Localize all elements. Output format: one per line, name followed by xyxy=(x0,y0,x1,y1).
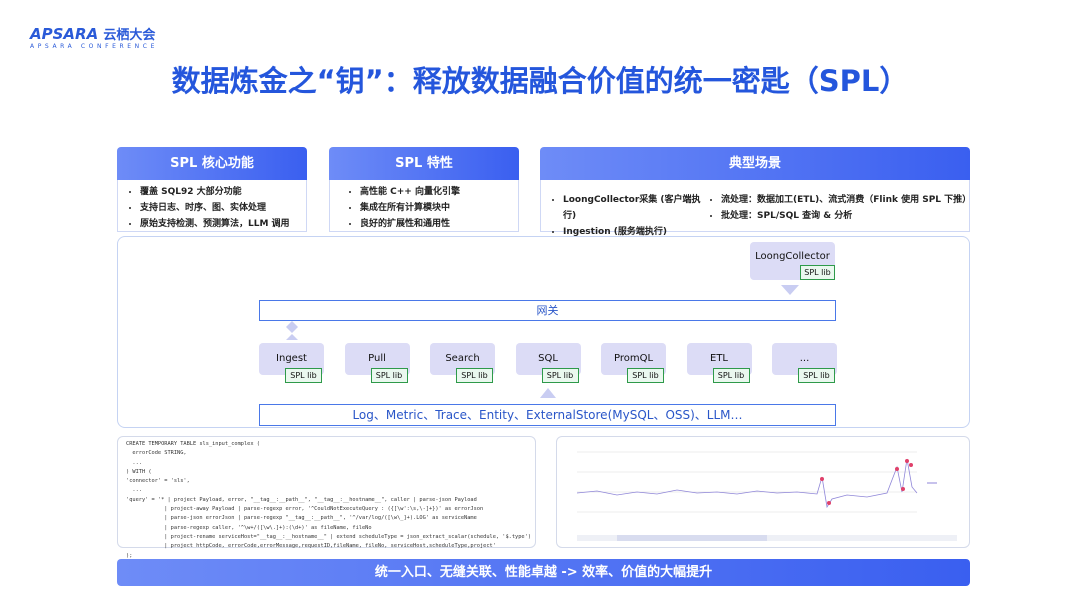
panel-title: SPL 核心功能 xyxy=(117,147,307,180)
bullet: LoongCollector采集 (客户端执行) xyxy=(563,192,711,224)
spl-lib: SPL lib xyxy=(627,368,664,383)
code-line: | project httpCode, errorCode,errorMessa… xyxy=(126,543,496,550)
spl-lib: SPL lib xyxy=(456,368,493,383)
bullet: 原始支持检测、预测算法，LLM 调用 xyxy=(140,216,306,232)
logo: APSARA 云栖大会 xyxy=(30,24,155,43)
sources-bar: Log、Metric、Trace、Entity、ExternalStore(My… xyxy=(259,404,836,426)
logo-text: APSARA xyxy=(30,25,99,43)
bullet: 良好的扩展性和通用性 xyxy=(360,216,518,232)
logo-sub: APSARA CONFERENCE xyxy=(30,43,158,50)
spl-lib: SPL lib xyxy=(798,368,835,383)
spl-lib: SPL lib xyxy=(541,368,579,383)
code-block: CREATE TEMPORARY TABLE sls_input_complex… xyxy=(126,440,531,561)
code-line: 'connector' = 'sls', xyxy=(126,478,190,485)
spl-lib: SPL lib xyxy=(370,368,408,383)
code-line: ); xyxy=(126,552,133,559)
code-line: 'query' = '* | project Payload, error, "… xyxy=(126,496,477,503)
bullet: 高性能 C++ 向量化引擎 xyxy=(360,184,518,200)
gateway-bar: 网关 xyxy=(259,300,836,321)
panel-body: 覆盖 SQL92 大部分功能支持日志、时序、图、实体处理原始支持检测、预测算法，… xyxy=(117,180,307,232)
bullet: 集成在所有计算模块中 xyxy=(360,200,518,216)
chart-image xyxy=(576,451,957,541)
arrow xyxy=(286,334,298,340)
code-line: CREATE TEMPORARY TABLE sls_input_complex… xyxy=(126,441,260,447)
bullet: 批处理：SPL/SQL 查询 & 分析 xyxy=(721,208,971,224)
panel-body: LoongCollector采集 (客户端执行)Ingestion (服务端执行… xyxy=(540,180,971,237)
bullet: Ingestion (服务端执行) xyxy=(563,224,711,240)
code-line: ... xyxy=(126,459,142,466)
collector-box: LoongCollector xyxy=(750,242,835,280)
arrow xyxy=(540,388,556,398)
code-line: ... xyxy=(126,487,142,494)
code-line: | parse-regexp caller, '^\w+/([\w\.]+):(… xyxy=(126,524,372,531)
code-line: | project-rename serviceHost="__tag__:__… xyxy=(126,533,532,540)
code-line: | project-away Payload | parse-regexp er… xyxy=(126,506,484,513)
bullet: 流处理：数据加工(ETL)、流式消费（Flink 使用 SPL 下推） xyxy=(721,192,971,208)
chart-screenshot xyxy=(556,436,970,548)
logo-cn: 云栖大会 xyxy=(103,28,156,43)
code-line: | parse-json errorJson | parse-regexp "_… xyxy=(126,515,477,522)
code-line: errorCode STRING, xyxy=(126,450,187,457)
spl-lib: SPL lib xyxy=(800,265,835,280)
code-line: ) WITH ( xyxy=(126,468,152,475)
code-panel: CREATE TEMPORARY TABLE sls_input_complex… xyxy=(117,436,536,559)
spl-lib: SPL lib xyxy=(712,368,750,383)
footer-bar: 统一入口、无缝关联、性能卓越 -> 效率、价值的大幅提升 xyxy=(117,559,970,586)
arrow xyxy=(286,321,298,333)
panel-title: SPL 特性 xyxy=(329,147,519,180)
slide-title: 数据炼金之“钥”：释放数据融合价值的统一密匙（SPL） xyxy=(171,64,909,98)
bullet: 覆盖 SQL92 大部分功能 xyxy=(140,184,306,200)
spl-lib: SPL lib xyxy=(285,368,322,383)
panel-title: 典型场景 xyxy=(540,147,970,180)
arrow xyxy=(781,285,799,295)
architecture-frame xyxy=(117,236,970,428)
bullet: 支持日志、时序、图、实体处理 xyxy=(140,200,306,216)
panel-body: 高性能 C++ 向量化引擎集成在所有计算模块中良好的扩展性和通用性 xyxy=(329,180,519,232)
